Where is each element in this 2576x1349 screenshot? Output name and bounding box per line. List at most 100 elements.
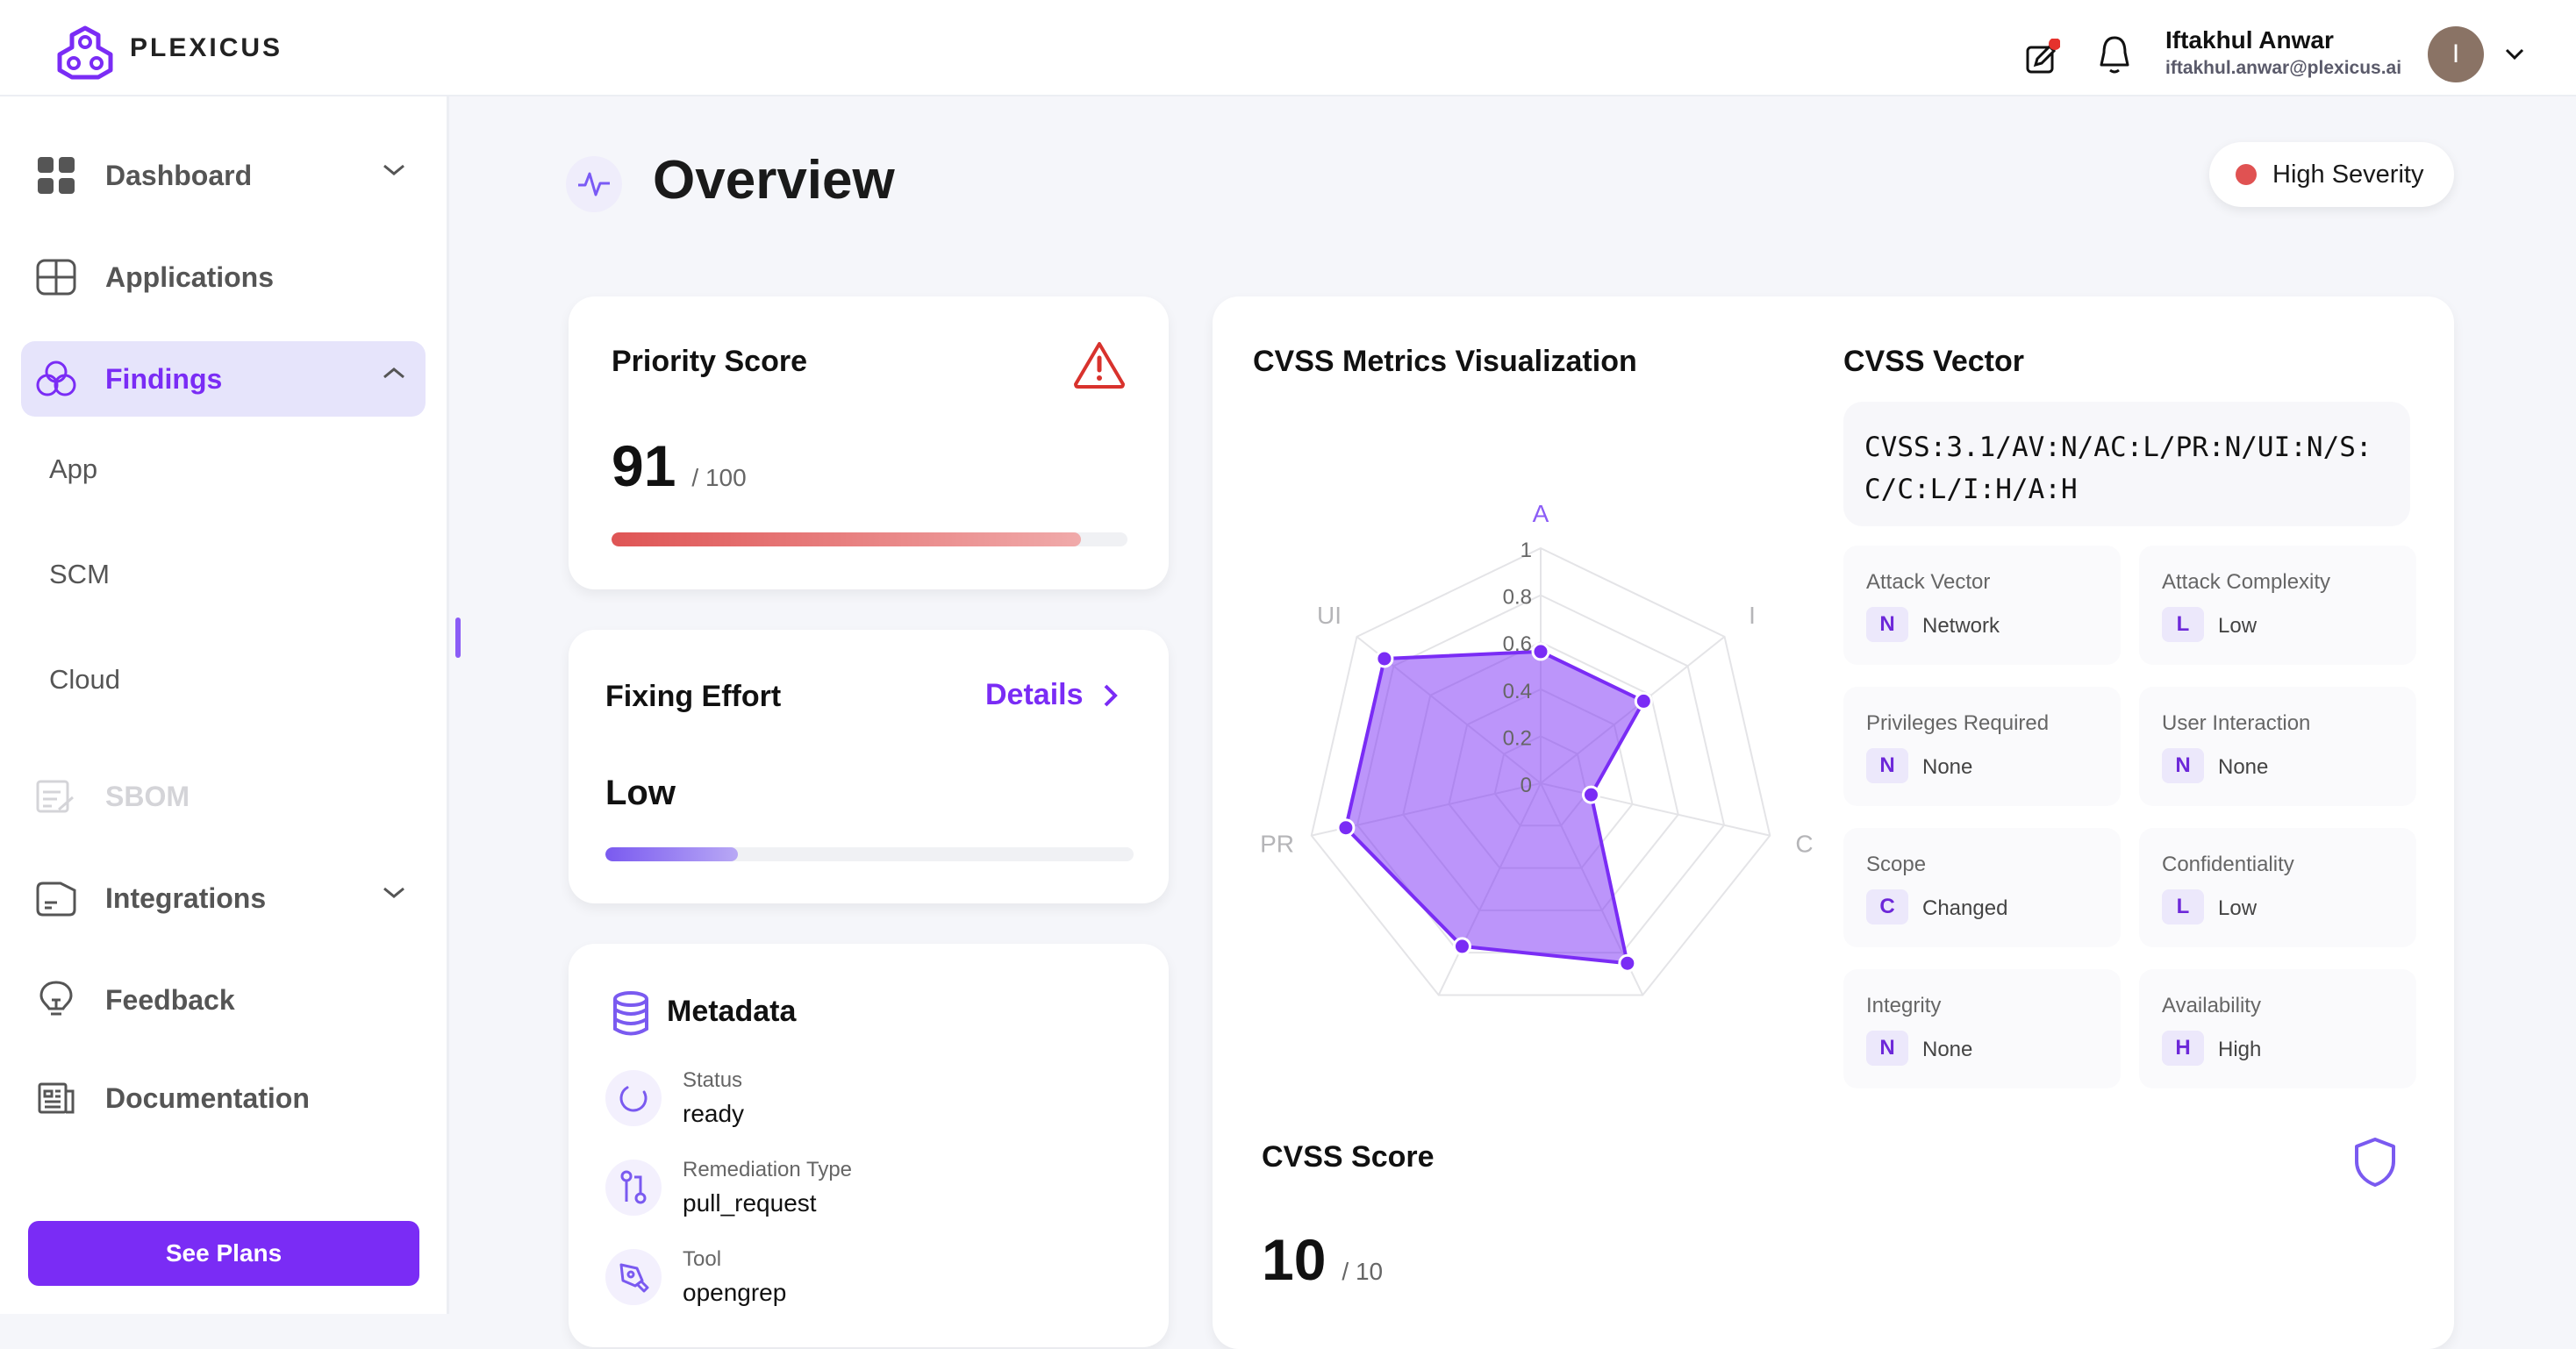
fixing-effort-bar-fill [605, 847, 738, 861]
layout-icon [35, 256, 77, 298]
metadata-label: Remediation Type [683, 1158, 853, 1181]
radar-point-AV [1618, 953, 1637, 973]
cvss-metric-confidentiality: Confidentiality L Low [2139, 828, 2416, 947]
chevron-right-icon [1104, 684, 1118, 706]
priority-score-value: 91 [612, 433, 676, 498]
metric-label: Scope [1866, 853, 1927, 876]
circles-icon [35, 358, 77, 400]
cvss-vector-string: CVSS:3.1/AV:N/AC:L/PR:N/UI:N/S: C/C:L/I:… [1843, 402, 2410, 526]
metadata-label: Status [683, 1068, 743, 1092]
metric-value: Network [1922, 614, 2000, 638]
user-name: Iftakhul Anwar [2165, 26, 2334, 54]
sidebar-item-feedback[interactable]: Feedback [21, 962, 426, 1038]
avatar[interactable]: I [2428, 26, 2484, 82]
metric-value: None [1922, 755, 1973, 779]
cvss-score-title: CVSS Score [1262, 1140, 1435, 1174]
radar-tick-label: 0.2 [1503, 726, 1532, 750]
radar-point-I [1634, 691, 1653, 710]
metadata-title: Metadata [667, 995, 797, 1028]
sidebar-item-findings[interactable]: Findings [21, 341, 426, 417]
metric-code-badge: N [2162, 748, 2204, 783]
plexicus-logo-icon [57, 25, 113, 80]
cvss-vector-line: C/C:L/I:H/A:H [1864, 474, 2078, 505]
chevron-down-icon [383, 164, 404, 175]
grid-icon [35, 154, 77, 196]
chevron-up-icon [383, 368, 404, 379]
bulb-icon [35, 979, 77, 1021]
sidebar-item-label: Feedback [105, 983, 235, 1016]
radar-point-C [1581, 785, 1600, 804]
sidebar-subitem-app[interactable]: App [49, 453, 98, 484]
pen-tool-icon [605, 1249, 662, 1305]
metric-code-badge: C [1866, 889, 1908, 924]
user-email: iftakhul.anwar@plexicus.ai [2165, 58, 2402, 78]
radar-point-PR [1336, 818, 1356, 838]
radar-tick-label: 0.6 [1503, 632, 1532, 656]
radar-point-A [1531, 642, 1550, 661]
cvss-score-max: / 10 [1342, 1258, 1384, 1285]
radar-axis-label-I: I [1749, 602, 1756, 629]
cvss-card: CVSS Metrics Visualization CVSS Vector C… [1213, 296, 2454, 1349]
sidebar-item-integrations[interactable]: Integrations [21, 860, 426, 936]
fixing-effort-card: Fixing Effort Details Low [569, 630, 1169, 903]
chevron-down-icon [383, 887, 404, 898]
cvss-metric-integrity: Integrity N None [1843, 969, 2121, 1088]
database-icon [613, 991, 648, 1036]
priority-score-title: Priority Score [612, 345, 807, 378]
edit-icon[interactable] [2025, 39, 2060, 75]
metadata-label: Tool [683, 1247, 722, 1271]
sidebar-subitem-cloud[interactable]: Cloud [49, 664, 120, 695]
radar-point-UI [1375, 649, 1394, 668]
page-title: Overview [653, 150, 895, 211]
metric-value: Low [2218, 896, 2258, 920]
sidebar-scrollbar[interactable] [455, 617, 461, 658]
severity-label: High Severity [2272, 160, 2424, 189]
metric-value: None [1922, 1038, 1973, 1061]
metadata-value: pull_request [683, 1189, 817, 1217]
cvss-radar-chart: 00.20.40.60.81AICAVACPRUI [1260, 500, 1814, 996]
radar-tick-label: 0.4 [1503, 680, 1532, 703]
priority-score-bar [612, 532, 1127, 546]
fixing-effort-bar [605, 847, 1134, 861]
activity-icon [566, 156, 622, 212]
radar-tick-label: 0.8 [1503, 586, 1532, 610]
fixing-effort-title: Fixing Effort [605, 680, 782, 713]
warning-icon [1074, 342, 1125, 389]
radar-tick-label: 1 [1521, 539, 1532, 562]
metric-value: Low [2218, 614, 2258, 638]
metric-value: Changed [1922, 896, 2008, 920]
sidebar: Dashboard Applications Findings App SCM … [0, 96, 461, 1314]
cvss-metric-attack-complexity: Attack Complexity L Low [2139, 546, 2416, 665]
details-link[interactable]: Details [985, 678, 1119, 712]
sidebar-item-label: Documentation [105, 1081, 310, 1114]
sidebar-item-applications[interactable]: Applications [21, 239, 426, 315]
metric-value: High [2218, 1038, 2262, 1061]
metric-label: Integrity [1866, 994, 1942, 1017]
cvss-vector-line: CVSS:3.1/AV:N/AC:L/PR:N/UI:N/S: [1864, 432, 2372, 463]
radar-axis-label-UI: UI [1317, 602, 1342, 629]
cvss-metric-availability: Availability H High [2139, 969, 2416, 1088]
metric-code-badge: N [1866, 748, 1908, 783]
metric-label: Privileges Required [1866, 711, 2050, 735]
sidebar-item-sbom: SBOM [21, 759, 426, 834]
radar-point-AC [1452, 937, 1471, 956]
folder-icon [35, 877, 77, 919]
git-pull-request-icon [605, 1160, 662, 1216]
metric-code-badge: N [1866, 1031, 1908, 1066]
metric-label: User Interaction [2162, 711, 2311, 735]
sidebar-item-dashboard[interactable]: Dashboard [21, 138, 426, 213]
cvss-visualization-title: CVSS Metrics Visualization [1253, 345, 1637, 378]
list-pen-icon [35, 775, 77, 817]
cvss-metric-attack-vector: Attack Vector N Network [1843, 546, 2121, 665]
see-plans-button[interactable]: See Plans [28, 1221, 419, 1286]
newspaper-icon [35, 1077, 77, 1119]
metric-label: Availability [2162, 994, 2261, 1017]
fixing-effort-level: Low [605, 774, 676, 812]
sidebar-item-label: Findings [105, 362, 223, 395]
sidebar-item-documentation[interactable]: Documentation [21, 1060, 426, 1136]
sidebar-subitem-scm[interactable]: SCM [49, 559, 110, 589]
metric-code-badge: N [1866, 607, 1908, 642]
bell-icon[interactable] [2097, 35, 2132, 75]
radar-axis-label-PR: PR [1260, 831, 1294, 858]
chevron-down-icon[interactable] [2504, 47, 2525, 61]
